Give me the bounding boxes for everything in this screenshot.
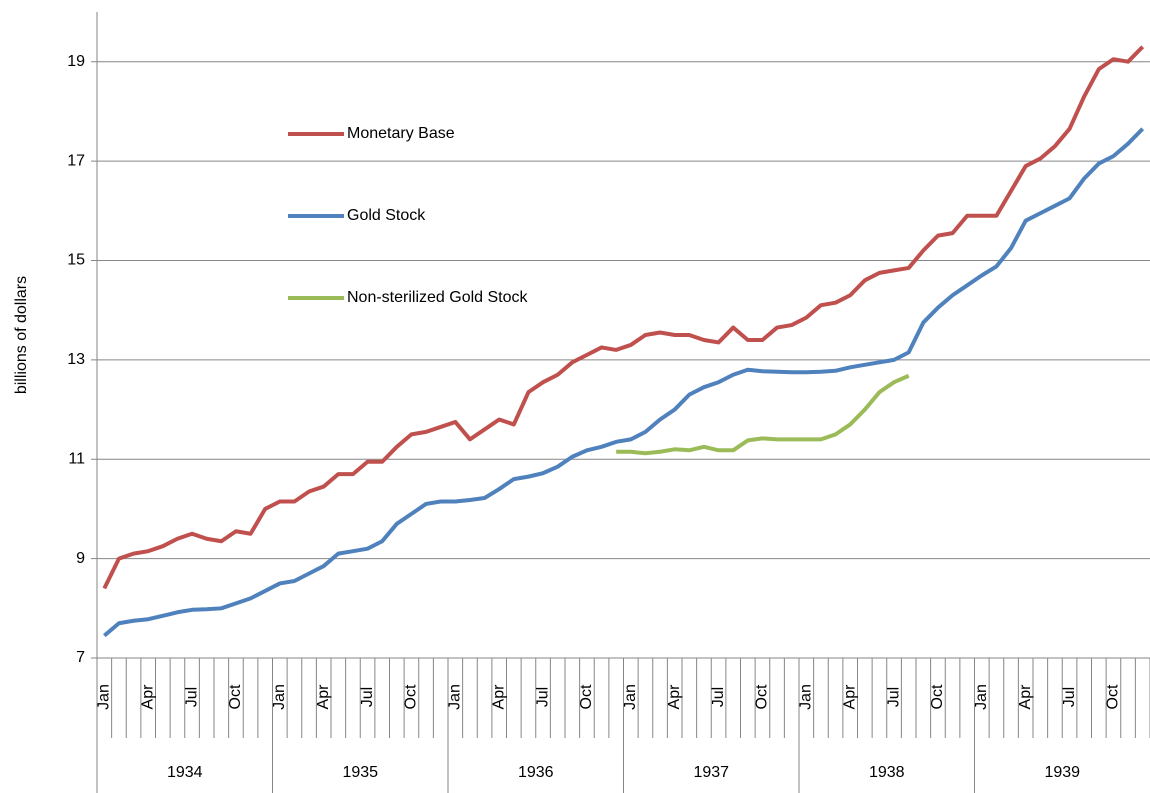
x-tick-label: Jul [1061, 687, 1078, 707]
series-line [102, 45, 1145, 590]
x-tick-label: Oct [754, 684, 771, 709]
x-group-label: 1937 [693, 764, 729, 781]
x-tick-label: Oct [403, 684, 420, 709]
x-tick-label: Jul [359, 687, 376, 707]
y-tick-label: 9 [76, 550, 85, 567]
x-tick-label: Oct [929, 684, 946, 709]
x-tick-label: Oct [578, 684, 595, 709]
series-line [616, 373, 910, 456]
x-tick-label: Apr [841, 684, 858, 710]
y-tick-label: 15 [67, 252, 85, 269]
y-tick-label: 19 [67, 53, 85, 70]
x-group-label: 1934 [167, 764, 203, 781]
x-tick-label: Apr [490, 684, 507, 710]
series-line [103, 127, 1145, 638]
x-tick-label: Jul [710, 687, 727, 707]
x-tick-label: Jul [885, 687, 902, 707]
x-tick-label: Jan [798, 684, 815, 710]
x-tick-label: Jan [622, 684, 639, 710]
x-tick-label: Jul [534, 687, 551, 707]
legend-label: Non-sterilized Gold Stock [347, 289, 529, 306]
y-axis-label: billions of dollars [13, 276, 30, 394]
x-tick-label: Jul [183, 687, 200, 707]
x-group-label: 1939 [1044, 764, 1080, 781]
x-tick-label: Apr [139, 684, 156, 710]
x-tick-label: Jan [973, 684, 990, 710]
legend-label: Gold Stock [347, 207, 426, 224]
x-tick-label: Oct [227, 684, 244, 709]
y-tick-label: 11 [68, 450, 85, 467]
y-tick-label: 17 [67, 152, 85, 169]
x-tick-label: Apr [666, 684, 683, 710]
y-tick-label: 7 [76, 649, 85, 666]
x-group-label: 1938 [869, 764, 905, 781]
x-tick-label: Apr [1017, 684, 1034, 710]
x-group-label: 1935 [342, 764, 378, 781]
x-tick-label: Jan [447, 684, 464, 710]
legend-label: Monetary Base [347, 125, 455, 142]
x-tick-label: Apr [315, 684, 332, 710]
x-tick-label: Oct [1105, 684, 1122, 709]
x-tick-label: Jan [271, 684, 288, 710]
x-tick-label: Jan [96, 684, 113, 710]
y-tick-label: 13 [67, 351, 85, 368]
x-group-label: 1936 [518, 764, 554, 781]
